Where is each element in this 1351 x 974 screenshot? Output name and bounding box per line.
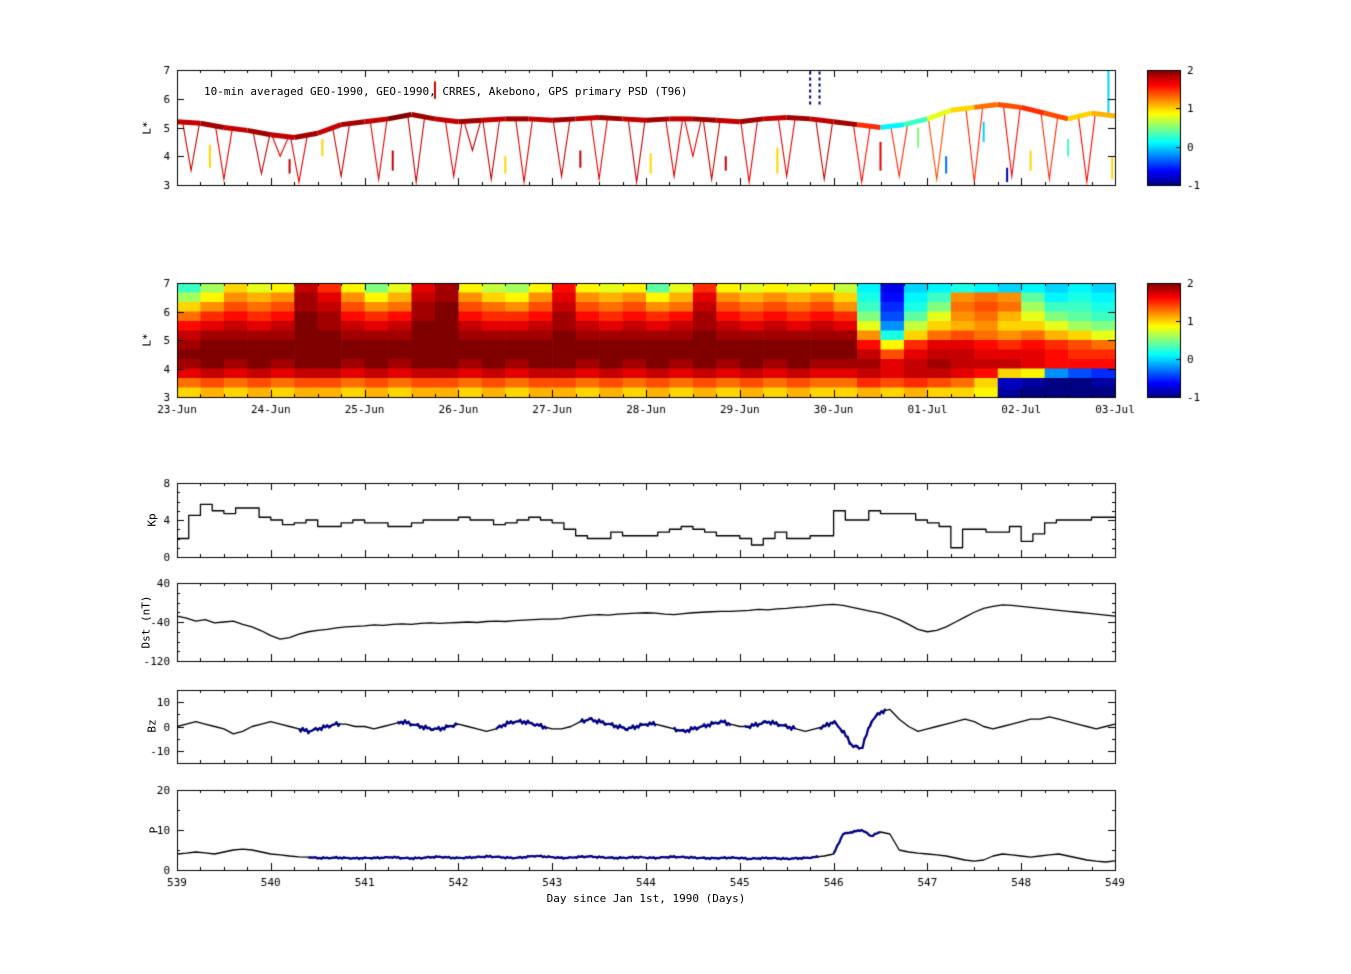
bz-ylabel: Bz (145, 719, 159, 733)
psd-heatmap-ylabel: L* (140, 333, 154, 347)
dst-ylabel: Dst (nT) (139, 595, 153, 649)
kp-ylabel: Kp (145, 513, 159, 527)
psd-tracks-ylabel: L* (140, 121, 154, 135)
time-axis-label: Day since Jan 1st, 1990 (Days) (546, 892, 746, 905)
p-ylabel: P (147, 826, 161, 834)
psd-title: 10-min averaged GEO-1990, GEO-1990, CRRE… (204, 85, 688, 98)
